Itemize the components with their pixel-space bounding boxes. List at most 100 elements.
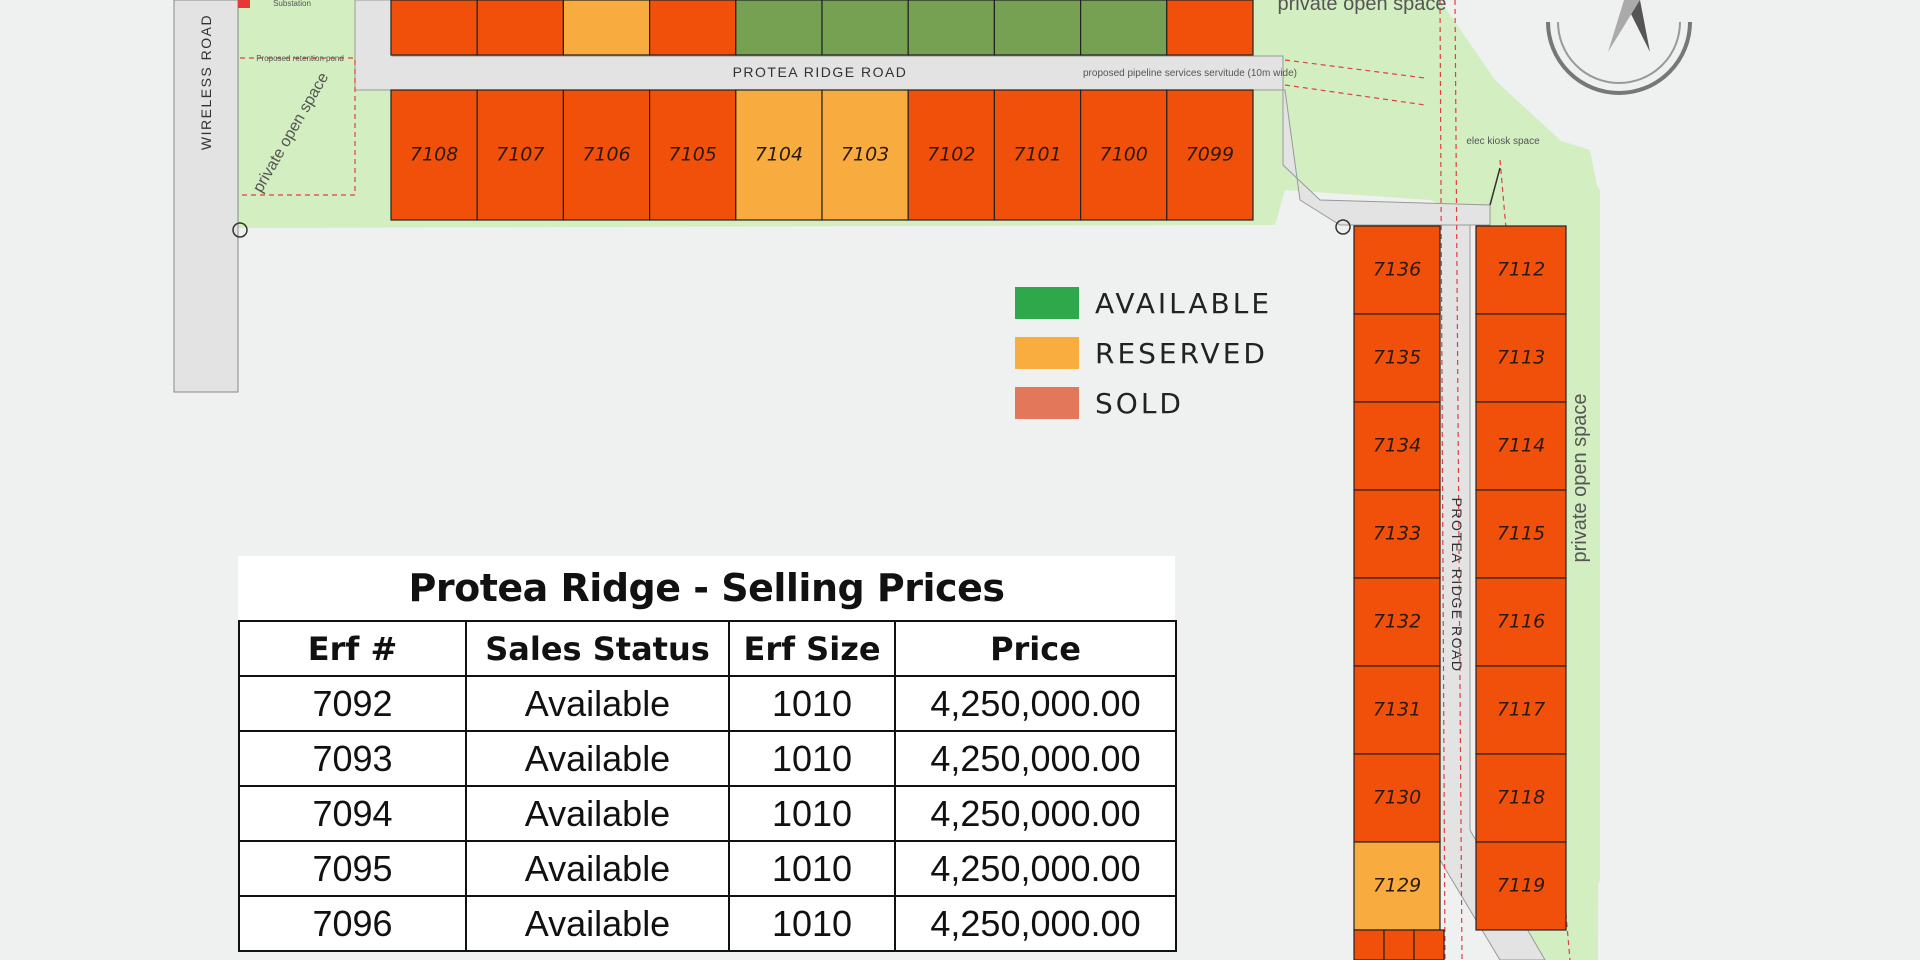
erf-lot-7113[interactable] xyxy=(1475,313,1567,403)
survey-marker-right xyxy=(1335,219,1351,235)
legend-item-reserved: RESERVED xyxy=(1015,328,1272,378)
retention-pond-label: Proposed retention pond xyxy=(256,54,344,63)
erf-number-label: 7099 xyxy=(1186,144,1234,166)
erf-number-label: 7107 xyxy=(496,144,544,166)
cell-erf: 7096 xyxy=(238,895,467,952)
cell-erf: 7094 xyxy=(238,785,467,842)
table-row: 7094 Available 1010 4,250,000.00 xyxy=(238,785,1177,842)
header-sales-status: Sales Status xyxy=(465,620,730,677)
erf-number-label: 7118 xyxy=(1497,787,1545,809)
erf-lot-7103[interactable] xyxy=(821,89,909,221)
erf-number-label: 7112 xyxy=(1497,259,1545,281)
cell-size: 1010 xyxy=(728,730,896,787)
erf-lot-bottom-2[interactable] xyxy=(1413,929,1445,960)
erf-number-label: 7133 xyxy=(1373,523,1421,545)
erf-lot-bottom-0[interactable] xyxy=(1353,929,1385,960)
legend-swatch-sold xyxy=(1015,387,1079,419)
legend-label-available: AVAILABLE xyxy=(1095,286,1273,320)
erf-lot-7136[interactable] xyxy=(1353,225,1441,315)
erf-lot-top-0[interactable] xyxy=(390,0,478,56)
header-price: Price xyxy=(894,620,1177,677)
erf-number-label: 7117 xyxy=(1497,699,1545,721)
table-title: Protea Ridge - Selling Prices xyxy=(408,566,1005,610)
erf-lot-7102[interactable] xyxy=(907,89,996,221)
erf-lot-7130[interactable] xyxy=(1353,753,1441,843)
private-open-space-top-label: private open space xyxy=(1277,0,1446,15)
erf-number-label: 7131 xyxy=(1373,699,1421,721)
erf-lot-7108[interactable] xyxy=(390,89,478,221)
substation-marker xyxy=(238,0,250,8)
erf-lot-7116[interactable] xyxy=(1475,577,1567,667)
erf-lot-7106[interactable] xyxy=(562,89,651,221)
protea-ridge-road-top-label: PROTEA RIDGE ROAD xyxy=(733,64,908,80)
cell-status: Available xyxy=(465,675,730,732)
selling-prices-table: Protea Ridge - Selling Prices Erf # Sale… xyxy=(238,556,1177,952)
erf-lot-bottom-1[interactable] xyxy=(1383,929,1415,960)
protea-ridge-road-side-label: PROTEA RIDGE ROAD xyxy=(1449,498,1465,673)
table-row: 7096 Available 1010 4,250,000.00 xyxy=(238,895,1177,952)
erf-lot-7134[interactable] xyxy=(1353,401,1441,491)
cell-size: 1010 xyxy=(728,785,896,842)
erf-lot-7099[interactable] xyxy=(1166,89,1254,221)
table-header-row: Erf # Sales Status Erf Size Price xyxy=(238,620,1177,677)
erf-lot-top-1[interactable] xyxy=(476,0,565,56)
table-row: 7093 Available 1010 4,250,000.00 xyxy=(238,730,1177,787)
erf-lot-top-6[interactable] xyxy=(907,0,996,56)
erf-lot-7105[interactable] xyxy=(648,89,737,221)
cell-status: Available xyxy=(465,785,730,842)
erf-lot-7135[interactable] xyxy=(1353,313,1441,403)
erf-lot-7132[interactable] xyxy=(1353,577,1441,667)
erf-number-label: 7115 xyxy=(1497,523,1545,545)
pipeline-servitude-label: proposed pipeline services servitude (10… xyxy=(1083,68,1297,79)
elec-kiosk-leader xyxy=(1489,167,1501,206)
table-row: 7092 Available 1010 4,250,000.00 xyxy=(238,675,1177,732)
erf-number-label: 7136 xyxy=(1373,259,1421,281)
erf-lot-7115[interactable] xyxy=(1475,489,1567,579)
erf-lot-7117[interactable] xyxy=(1475,665,1567,755)
erf-lot-top-2[interactable] xyxy=(562,0,651,56)
erf-number-label: 7101 xyxy=(1013,144,1061,166)
erf-number-label: 7102 xyxy=(927,144,975,166)
erf-number-label: 7113 xyxy=(1497,347,1545,369)
legend-swatch-reserved xyxy=(1015,337,1079,369)
cell-size: 1010 xyxy=(728,895,896,952)
erf-number-label: 7129 xyxy=(1373,875,1421,897)
cell-erf: 7092 xyxy=(238,675,467,732)
legend-item-sold: SOLD xyxy=(1015,378,1272,428)
erf-lot-top-3[interactable] xyxy=(648,0,737,56)
wireless-road-label: WIRELESS ROAD xyxy=(198,14,214,150)
elec-kiosk-label: elec kiosk space xyxy=(1466,136,1540,147)
erf-lot-7101[interactable] xyxy=(993,89,1082,221)
cell-status: Available xyxy=(465,730,730,787)
erf-number-label: 7135 xyxy=(1373,347,1421,369)
cell-price: 4,250,000.00 xyxy=(894,895,1177,952)
erf-lot-7100[interactable] xyxy=(1079,89,1168,221)
north-arrow-icon xyxy=(1546,0,1692,95)
erf-number-label: 7134 xyxy=(1373,435,1421,457)
survey-marker-left xyxy=(232,222,248,238)
erf-lot-top-7[interactable] xyxy=(993,0,1082,56)
erf-number-label: 7108 xyxy=(410,144,458,166)
erf-lot-7114[interactable] xyxy=(1475,401,1567,491)
cell-price: 4,250,000.00 xyxy=(894,785,1177,842)
substation-label: Substation xyxy=(273,0,311,8)
cell-status: Available xyxy=(465,895,730,952)
cell-price: 4,250,000.00 xyxy=(894,840,1177,897)
erf-lots: 7108 7107 7106 7105 7104 7103 7102 7101 7100 7099… xyxy=(390,0,1567,960)
erf-lot-top-4[interactable] xyxy=(735,0,823,56)
cell-erf: 7095 xyxy=(238,840,467,897)
erf-lot-top-5[interactable] xyxy=(821,0,909,56)
legend-item-available: AVAILABLE xyxy=(1015,278,1272,328)
legend-swatch-available xyxy=(1015,287,1079,319)
header-erf-size: Erf Size xyxy=(728,620,896,677)
erf-lot-top-8[interactable] xyxy=(1079,0,1168,56)
erf-number-label: 7132 xyxy=(1373,611,1421,633)
erf-lot-7104[interactable] xyxy=(735,89,823,221)
erf-lot-7118[interactable] xyxy=(1475,753,1567,843)
erf-lot-7129[interactable] xyxy=(1353,841,1441,931)
erf-number-label: 7116 xyxy=(1497,611,1545,633)
erf-lot-7119[interactable] xyxy=(1475,841,1567,931)
erf-lot-7131[interactable] xyxy=(1353,665,1441,755)
erf-lot-top-9[interactable] xyxy=(1166,0,1254,56)
